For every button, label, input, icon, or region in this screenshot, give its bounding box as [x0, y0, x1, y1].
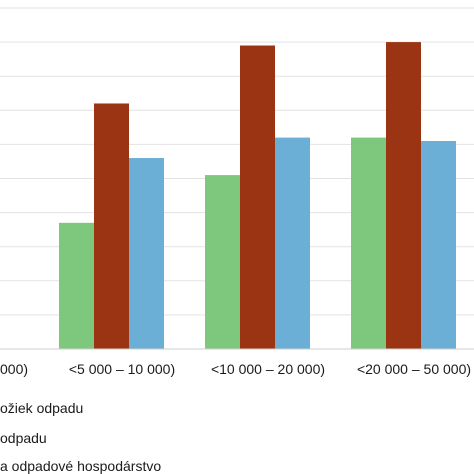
legend-item-2: odpadu — [0, 430, 47, 446]
category-tick-label: <5 000 – 10 000) — [69, 361, 175, 377]
bar-series1-cat2 — [59, 222, 94, 349]
legend-item-1: ožiek odpadu — [0, 400, 84, 416]
bar-series2-cat3 — [240, 45, 275, 349]
bar-series1-cat4 — [351, 137, 386, 349]
bar-series3-cat2 — [129, 158, 164, 349]
bar-series2-cat2 — [94, 103, 129, 349]
bar-series3-cat4 — [421, 140, 456, 349]
legend-item-3: a odpadové hospodárstvo — [0, 458, 162, 474]
category-tick-label: <10 000 – 20 000) — [211, 361, 325, 377]
bars — [59, 42, 456, 349]
bar-series2-cat4 — [386, 42, 421, 349]
bar-series1-cat3 — [205, 175, 240, 349]
category-tick-label: <20 000 – 50 000) — [357, 361, 471, 377]
bar-series3-cat3 — [275, 137, 310, 349]
category-tick-label: 000) — [0, 361, 28, 377]
category-tick-labels: 000) <5 000 – 10 000) <10 000 – 20 000) <20… — [0, 361, 471, 377]
